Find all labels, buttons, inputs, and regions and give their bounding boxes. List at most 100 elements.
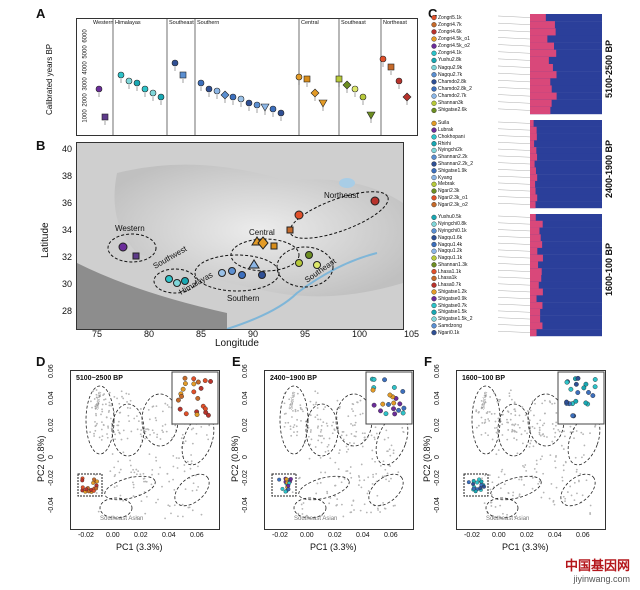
pca-inset-point bbox=[179, 394, 184, 399]
admixture-sample-label: Samdzong bbox=[438, 322, 462, 329]
pca-reference-point bbox=[187, 506, 190, 509]
pca-reference-point bbox=[284, 421, 287, 424]
region-southeast-outline bbox=[276, 246, 334, 288]
pca-reference-point bbox=[514, 414, 517, 417]
admixture-sample-label: Shannan3k bbox=[438, 100, 464, 107]
pca-reference-point bbox=[544, 399, 546, 402]
pca-reference-point bbox=[289, 425, 292, 428]
pca-inset-point bbox=[391, 400, 397, 406]
pca-reference-point bbox=[506, 438, 509, 441]
map-xtick: 85 bbox=[196, 329, 207, 339]
pca-reference-point bbox=[94, 429, 97, 432]
pca-reference-point bbox=[563, 430, 565, 433]
admixture-connector bbox=[497, 270, 531, 272]
pca-reference-point bbox=[383, 438, 386, 441]
pca-reference-point bbox=[90, 400, 92, 403]
pca-period-title: 5100~2500 BP bbox=[76, 375, 123, 382]
pca-reference-point bbox=[133, 417, 136, 420]
pca-reference-point bbox=[345, 450, 348, 453]
pca-reference-point bbox=[507, 429, 510, 431]
pca-reference-point bbox=[492, 517, 494, 520]
pca-reference-point bbox=[376, 494, 379, 497]
pca-reference-point bbox=[574, 456, 577, 459]
period-label-2: 2400-1900 BP bbox=[604, 139, 614, 198]
admixture-bar-blue bbox=[530, 14, 602, 22]
pca-reference-point bbox=[137, 470, 140, 473]
pca-reference-point bbox=[157, 498, 159, 501]
pca-reference-point bbox=[117, 429, 120, 432]
pca-reference-point bbox=[484, 421, 487, 423]
pca-reference-point bbox=[135, 473, 138, 476]
pca-reference-point bbox=[178, 457, 180, 460]
pca-reference-point bbox=[494, 506, 497, 508]
pca-reference-point bbox=[97, 510, 100, 513]
admixture-connector bbox=[497, 229, 531, 232]
pca-reference-point bbox=[143, 480, 145, 483]
timeline-marker bbox=[213, 87, 221, 95]
pca-reference-point bbox=[137, 420, 140, 423]
pca-plot-2: Siberian Southeast Asian 1600~100 BP bbox=[456, 370, 606, 530]
admixture-bar-pink bbox=[530, 214, 536, 221]
pca-reference-point bbox=[517, 423, 519, 426]
timeline-marker bbox=[179, 71, 187, 79]
pca-group-label: Southeast Asian bbox=[294, 516, 337, 522]
pca-inset-point bbox=[380, 401, 386, 407]
pca-reference-point bbox=[113, 486, 116, 489]
map-ytick: 34 bbox=[62, 225, 73, 235]
pca-reference-point bbox=[496, 400, 499, 403]
timeline-marker bbox=[342, 80, 352, 90]
pca-reference-point bbox=[486, 410, 489, 413]
pca-reference-point bbox=[522, 420, 525, 423]
pca-reference-point bbox=[334, 484, 336, 487]
pca-reference-point bbox=[310, 438, 313, 441]
pca-reference-point bbox=[536, 422, 539, 425]
pca-reference-point bbox=[98, 436, 101, 439]
pca-ancient-point bbox=[471, 479, 476, 483]
pca-inset-point bbox=[397, 401, 403, 407]
pca-group-outline bbox=[485, 497, 519, 519]
pca-reference-point bbox=[542, 433, 545, 435]
pca-reference-point bbox=[507, 491, 510, 494]
admixture-sample-marker bbox=[431, 120, 437, 126]
pca-ancient-point bbox=[91, 480, 96, 485]
pca-reference-point bbox=[555, 454, 557, 457]
pca-inset-point bbox=[202, 378, 208, 383]
pca-reference-point bbox=[523, 466, 526, 469]
admixture-sample-label: Lhasa0.7k bbox=[438, 282, 462, 289]
pca-reference-point bbox=[364, 432, 366, 435]
admixture-bar-blue bbox=[530, 49, 602, 58]
admixture-sample-marker bbox=[431, 316, 437, 322]
pca-ancient-point bbox=[284, 477, 289, 482]
region-label-central: Central bbox=[249, 228, 275, 237]
pca-reference-point bbox=[113, 475, 116, 478]
pca-reference-point bbox=[552, 501, 555, 503]
region-label-western: Western bbox=[115, 224, 145, 233]
pca-reference-point bbox=[562, 469, 565, 472]
pca-reference-point bbox=[510, 398, 513, 401]
timeline-marker bbox=[277, 109, 285, 117]
admixture-bar-blue bbox=[530, 120, 602, 127]
admixture-bar-pink bbox=[530, 275, 542, 282]
pca-ytick: 0 bbox=[434, 455, 441, 459]
pca-reference-point bbox=[305, 514, 308, 517]
pca-reference-point bbox=[153, 431, 155, 434]
pca-reference-point bbox=[140, 429, 143, 431]
pca-inset-point bbox=[386, 402, 391, 407]
marker-ngari-2 bbox=[132, 252, 140, 260]
pca-inset-point bbox=[180, 386, 186, 392]
pca-reference-point bbox=[359, 399, 362, 402]
pca-reference-point bbox=[188, 506, 191, 509]
admixture-bar-blue bbox=[530, 308, 602, 316]
admixture-bar-blue bbox=[530, 28, 602, 36]
admixture-sample-label: Shigatse0.9k bbox=[438, 295, 467, 302]
admixture-sample-label: Ngari2.3k_o1 bbox=[438, 194, 468, 201]
pca-reference-point bbox=[119, 468, 122, 471]
pca-reference-point bbox=[550, 483, 553, 485]
pca-reference-point bbox=[530, 439, 533, 442]
pca-reference-point bbox=[561, 476, 564, 479]
admixture-bar-pink bbox=[530, 315, 541, 323]
pca-group-outline bbox=[471, 385, 501, 455]
pca-reference-point bbox=[509, 389, 512, 392]
admixture-sample-marker bbox=[431, 93, 437, 99]
pca-reference-point bbox=[389, 454, 392, 457]
